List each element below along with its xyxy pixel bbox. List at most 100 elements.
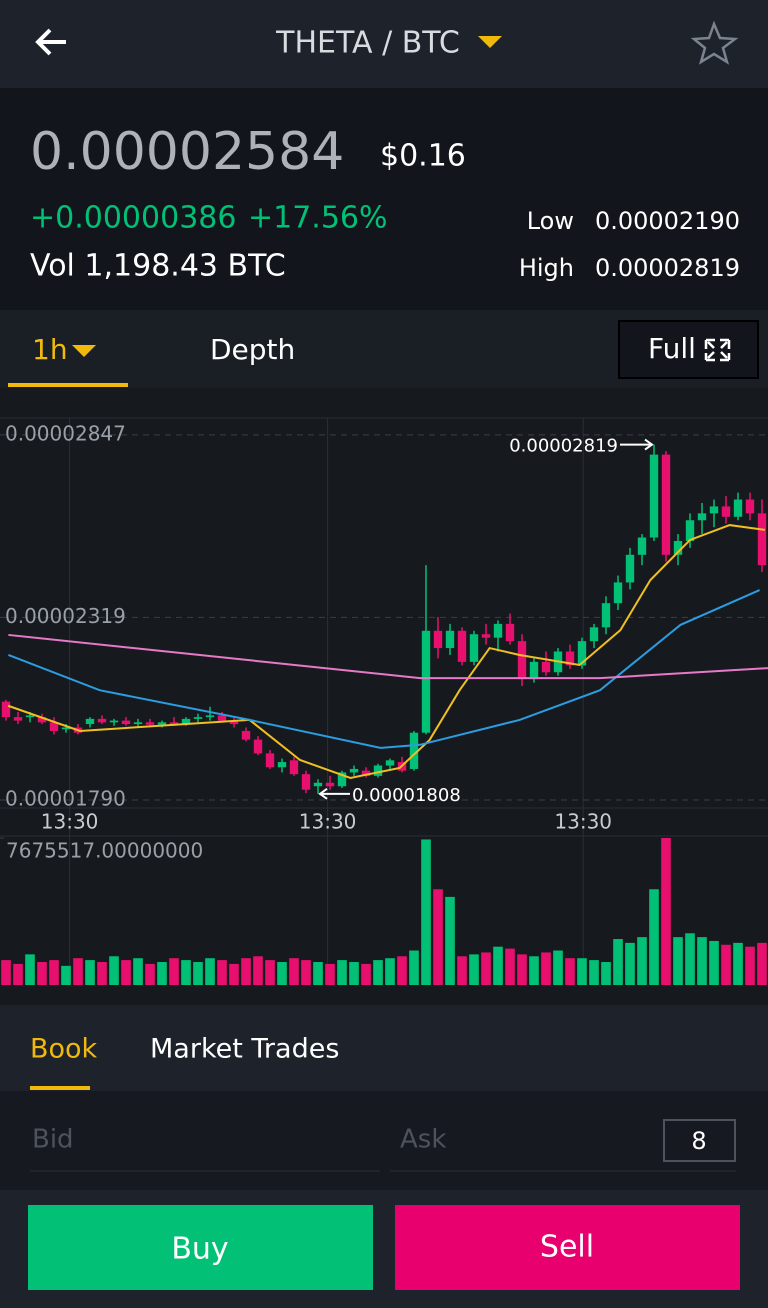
- price-change: +0.00000386: [30, 201, 236, 236]
- candle-body: [745, 499, 755, 514]
- x-tick-label: 13:30: [554, 810, 612, 834]
- volume-bar: [169, 958, 179, 985]
- bid-header: Bid: [32, 1125, 74, 1155]
- candle-body: [457, 630, 467, 662]
- sell-label[interactable]: Sell: [540, 1230, 594, 1265]
- volume-bar: [553, 950, 563, 985]
- candle-body: [505, 623, 515, 642]
- sell-button[interactable]: [395, 1205, 740, 1290]
- depth-value[interactable]: 8: [691, 1127, 706, 1155]
- volume-bar: [301, 960, 311, 985]
- candle-body: [265, 753, 275, 768]
- volume-bar: [613, 939, 623, 985]
- volume-bar: [205, 958, 215, 985]
- candle-body: [613, 582, 623, 604]
- volume-bar: [685, 933, 695, 985]
- candle-body: [493, 623, 503, 638]
- candle-body: [421, 630, 431, 733]
- volume-bar: [73, 958, 83, 985]
- volume-tick-label: 7675517.00000000: [6, 839, 203, 863]
- buy-button[interactable]: [28, 1205, 373, 1290]
- volume-bar: [757, 942, 767, 985]
- candle-body: [301, 774, 311, 790]
- candle-body: [673, 540, 683, 555]
- y-tick-label: 0.00002847: [5, 421, 126, 445]
- volume-bar: [517, 954, 527, 985]
- volume-bar: [61, 965, 71, 985]
- candle-body: [637, 537, 647, 555]
- volume-bar: [49, 960, 59, 985]
- buy-label[interactable]: Buy: [171, 1232, 228, 1267]
- volume-bar: [373, 960, 383, 985]
- volume-bar: [385, 958, 395, 985]
- interval-dropdown[interactable]: [72, 345, 96, 357]
- candle-body: [565, 651, 575, 666]
- candle-body: [661, 454, 671, 555]
- candle-body: [277, 762, 287, 768]
- candle-body: [85, 718, 95, 725]
- candle-body: [337, 772, 347, 787]
- full-label[interactable]: Full: [648, 332, 696, 365]
- candle-body: [385, 760, 395, 766]
- candle-body: [541, 661, 551, 673]
- book-tab[interactable]: Book: [30, 1034, 98, 1065]
- order-book: [0, 1091, 768, 1191]
- depth-selector[interactable]: [663, 1119, 736, 1162]
- interval-tab[interactable]: 1h: [32, 333, 68, 366]
- high-value: 0.00002819: [595, 254, 740, 282]
- volume-bar: [421, 839, 431, 985]
- volume-bar: [325, 963, 335, 985]
- candle-body: [205, 715, 215, 718]
- favorite-button[interactable]: [690, 20, 739, 65]
- y-tick-label: 0.00001790: [5, 787, 126, 811]
- volume-bar: [361, 963, 371, 985]
- volume-bar: [25, 954, 35, 985]
- candle-body: [97, 718, 107, 723]
- full-button[interactable]: [618, 320, 759, 379]
- high-marker-label: 0.00002819: [509, 436, 618, 457]
- high-label: High: [519, 254, 574, 282]
- volume-bar: [541, 952, 551, 985]
- market-trades-tab[interactable]: Market Trades: [150, 1034, 339, 1065]
- candle-body: [577, 641, 587, 666]
- volume-bar: [709, 940, 719, 985]
- candle-body: [109, 720, 119, 723]
- moving-average-line: [8, 589, 761, 749]
- candle-body: [133, 722, 143, 725]
- volume-bar: [409, 950, 419, 985]
- pair-title[interactable]: THETA / BTC: [275, 26, 460, 61]
- candle-body: [229, 720, 239, 725]
- pair-dropdown[interactable]: [478, 36, 502, 48]
- candle-body: [193, 717, 203, 719]
- back-button[interactable]: [35, 28, 66, 56]
- volume-bar: [445, 896, 455, 985]
- volume-bar: [1, 960, 11, 985]
- low-label: Low: [527, 207, 574, 235]
- usd-price: $0.16: [380, 139, 466, 174]
- volume-bar: [661, 838, 671, 985]
- full-icon[interactable]: [704, 338, 731, 362]
- volume-bar: [529, 956, 539, 985]
- volume-bar: [241, 958, 251, 985]
- candle-body: [13, 717, 23, 721]
- volume-bar: [745, 946, 755, 985]
- volume-bar: [181, 960, 191, 985]
- volume-bar: [589, 960, 599, 985]
- depth-tab[interactable]: Depth: [210, 333, 295, 366]
- candle-body: [697, 513, 707, 521]
- volume-bar: [109, 956, 119, 985]
- moving-average-line: [7, 524, 766, 779]
- candle-body: [733, 499, 743, 517]
- candle-body: [517, 641, 527, 680]
- candle-body: [757, 513, 767, 566]
- candle-body: [649, 454, 659, 538]
- volume-bar: [229, 963, 239, 985]
- volume-bar: [637, 937, 647, 985]
- candle-body: [325, 782, 335, 787]
- volume-bar: [313, 962, 323, 985]
- volume-bar: [565, 958, 575, 985]
- candle-body: [181, 718, 191, 725]
- candle-body: [721, 506, 731, 517]
- candle-body: [433, 630, 443, 649]
